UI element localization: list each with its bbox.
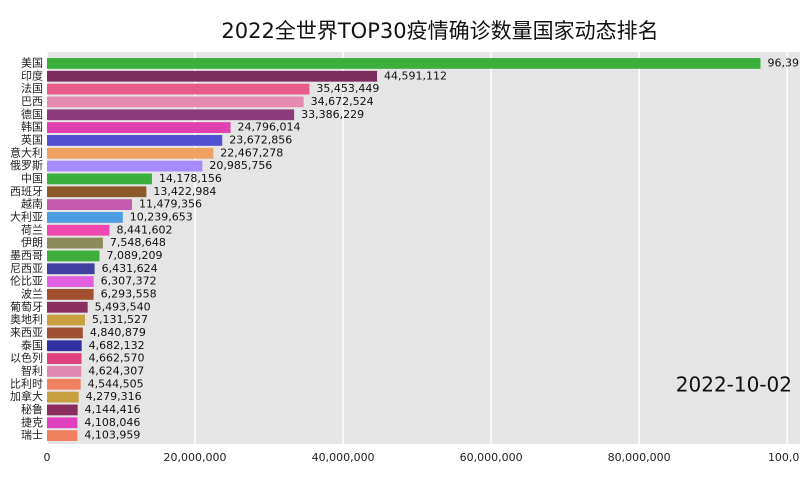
- value-label: 23,672,856: [229, 133, 292, 146]
- bar: [47, 70, 378, 82]
- value-label: 4,103,959: [84, 429, 140, 442]
- value-label: 5,131,527: [92, 313, 148, 326]
- y-tick-label: 智利: [21, 363, 43, 377]
- value-label: 4,108,046: [84, 416, 140, 429]
- bar: [47, 212, 123, 223]
- bar: [47, 173, 152, 185]
- y-tick-label: 越南: [21, 197, 43, 211]
- date-annotation: 2022-10-02: [676, 373, 792, 397]
- x-tick-label: 20,000,000: [164, 451, 227, 464]
- bar: [47, 404, 78, 416]
- bar: [47, 122, 231, 133]
- bar: [47, 96, 304, 108]
- y-tick-label: 加拿大: [10, 389, 43, 403]
- value-label: 4,662,570: [89, 352, 145, 365]
- value-label: 44,591,112: [384, 69, 447, 82]
- bar: [47, 378, 81, 390]
- bar: [47, 237, 103, 249]
- bar: [47, 276, 94, 287]
- y-tick-label: 奥地利: [10, 312, 43, 326]
- y-tick-label: 大利亚: [10, 209, 43, 223]
- y-tick-label: 印度: [21, 68, 43, 82]
- value-label: 7,089,209: [106, 249, 162, 262]
- chart-title: 2022全世界TOP30疫情确诊数量国家动态排名: [221, 19, 658, 43]
- value-label: 14,178,156: [159, 172, 222, 185]
- bar: [47, 391, 79, 403]
- bar: [47, 327, 83, 339]
- bar: [47, 160, 203, 172]
- y-tick-label: 葡萄牙: [10, 300, 43, 313]
- value-label: 8,441,602: [116, 223, 172, 236]
- y-tick-label: 泰国: [21, 338, 43, 352]
- bar: [47, 289, 94, 300]
- bar: [47, 58, 761, 69]
- bar: [47, 250, 100, 262]
- bar: [47, 340, 82, 352]
- y-tick-label: 法国: [21, 81, 43, 95]
- value-label: 11,479,356: [139, 198, 202, 211]
- value-label: 22,467,278: [220, 146, 283, 159]
- y-tick-label: 捷克: [21, 415, 43, 429]
- bar: [47, 263, 95, 275]
- value-label: 4,144,416: [85, 403, 141, 416]
- value-label: 4,279,316: [86, 390, 142, 403]
- bar: [47, 301, 88, 313]
- value-label: 6,307,372: [101, 275, 157, 288]
- y-tick-label: 意大利: [10, 145, 43, 159]
- value-label: 24,796,014: [238, 121, 301, 134]
- bar: [47, 366, 82, 377]
- value-label: 10,239,653: [130, 210, 193, 223]
- y-tick-label: 德国: [21, 107, 43, 121]
- value-label: 4,624,307: [88, 364, 144, 377]
- value-label: 6,293,558: [101, 287, 157, 300]
- y-tick-label: 来西亚: [10, 326, 43, 339]
- y-tick-label: 中国: [21, 172, 43, 185]
- value-label: 6,431,624: [102, 262, 158, 275]
- value-label: 13,422,984: [153, 185, 216, 198]
- bar: [47, 430, 78, 441]
- bar: [47, 135, 223, 146]
- bar: [47, 199, 132, 210]
- x-tick-label: 0: [44, 451, 51, 464]
- y-tick-label: 比利时: [10, 377, 43, 390]
- bar: [47, 417, 78, 429]
- y-tick-label: 墨西哥: [10, 249, 43, 262]
- y-tick-label: 伊朗: [21, 236, 43, 249]
- y-tick-label: 俄罗斯: [10, 159, 43, 172]
- value-label: 4,682,132: [89, 339, 145, 352]
- y-tick-label: 以色列: [10, 351, 43, 365]
- y-tick-label: 英国: [21, 132, 43, 146]
- y-tick-label: 尼西亚: [10, 262, 43, 275]
- value-label: 7,548,648: [110, 236, 166, 249]
- y-tick-label: 美国: [21, 56, 43, 69]
- bar: [47, 109, 295, 121]
- value-label: 34,672,524: [311, 95, 374, 108]
- value-label: 33,386,229: [301, 108, 364, 121]
- value-label: 35,453,449: [316, 82, 379, 95]
- y-tick-label: 秘鲁: [21, 402, 43, 416]
- value-label: 4,840,879: [90, 326, 146, 339]
- x-tick-label: 80,000,000: [608, 451, 671, 464]
- y-tick-label: 瑞士: [21, 428, 43, 442]
- bar: [47, 147, 214, 159]
- value-label: 20,985,756: [209, 159, 272, 172]
- bar: [47, 314, 85, 326]
- x-tick-label: 60,000,000: [460, 451, 523, 464]
- y-tick-label: 巴西: [21, 95, 43, 108]
- value-label: 96,39: [767, 56, 799, 69]
- value-label: 4,544,505: [88, 377, 144, 390]
- bar: [47, 224, 110, 236]
- bar: [47, 83, 310, 95]
- bar: [47, 353, 82, 364]
- y-tick-label: 西班牙: [10, 185, 43, 198]
- x-tick-label: 100,00: [768, 451, 800, 464]
- x-tick-label: 40,000,000: [312, 451, 375, 464]
- y-tick-label: 荷兰: [21, 223, 43, 236]
- y-tick-label: 波兰: [21, 287, 43, 300]
- y-tick-label: 伦比亚: [10, 274, 43, 288]
- bar: [47, 186, 147, 198]
- y-tick-label: 韩国: [21, 120, 43, 134]
- value-label: 5,493,540: [95, 300, 151, 313]
